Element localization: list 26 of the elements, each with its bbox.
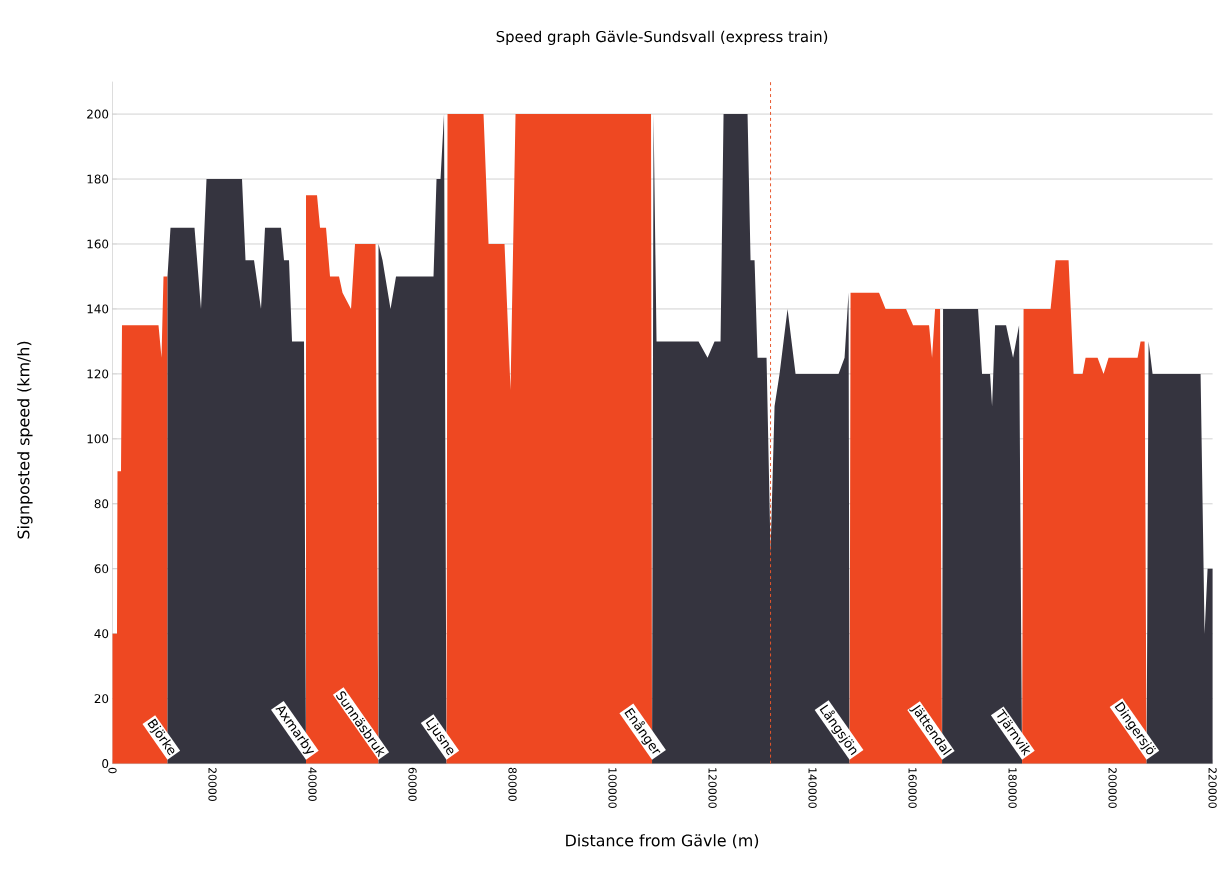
x-tick-label: 40000 (308, 767, 317, 802)
x-tick-label: 80000 (508, 767, 517, 802)
y-axis-title: Signposted speed (km/h) (17, 341, 33, 539)
y-tick-label: 200 (87, 109, 109, 119)
x-tick-label: 220000 (1208, 767, 1217, 808)
chart-title: Speed graph Gävle-Sundsvall (express train) (496, 30, 828, 45)
y-tick-label: 0 (102, 759, 109, 769)
y-tick-label: 40 (94, 629, 109, 639)
y-tick-label: 140 (87, 304, 109, 314)
x-tick-label: 140000 (808, 768, 817, 808)
y-tick-label: 120 (87, 369, 109, 379)
x-tick-label: 100000 (608, 768, 617, 808)
y-tick-label: 160 (87, 239, 109, 249)
x-tick-label: 60000 (408, 767, 417, 802)
y-tick-label: 180 (87, 174, 109, 184)
x-tick-label: 20000 (208, 767, 217, 802)
y-tick-label: 20 (94, 694, 109, 704)
x-tick-label: 180000 (1008, 768, 1017, 808)
y-tick-label: 100 (87, 434, 109, 444)
x-tick-label: 200000 (1108, 767, 1117, 808)
y-tick-label: 80 (94, 499, 109, 509)
x-tick-label: 0 (108, 767, 117, 774)
x-tick-label: 160000 (908, 768, 917, 808)
x-tick-label: 120000 (708, 768, 717, 808)
y-tick-label: 60 (94, 564, 109, 574)
x-axis-title: Distance from Gävle (m) (566, 834, 759, 849)
